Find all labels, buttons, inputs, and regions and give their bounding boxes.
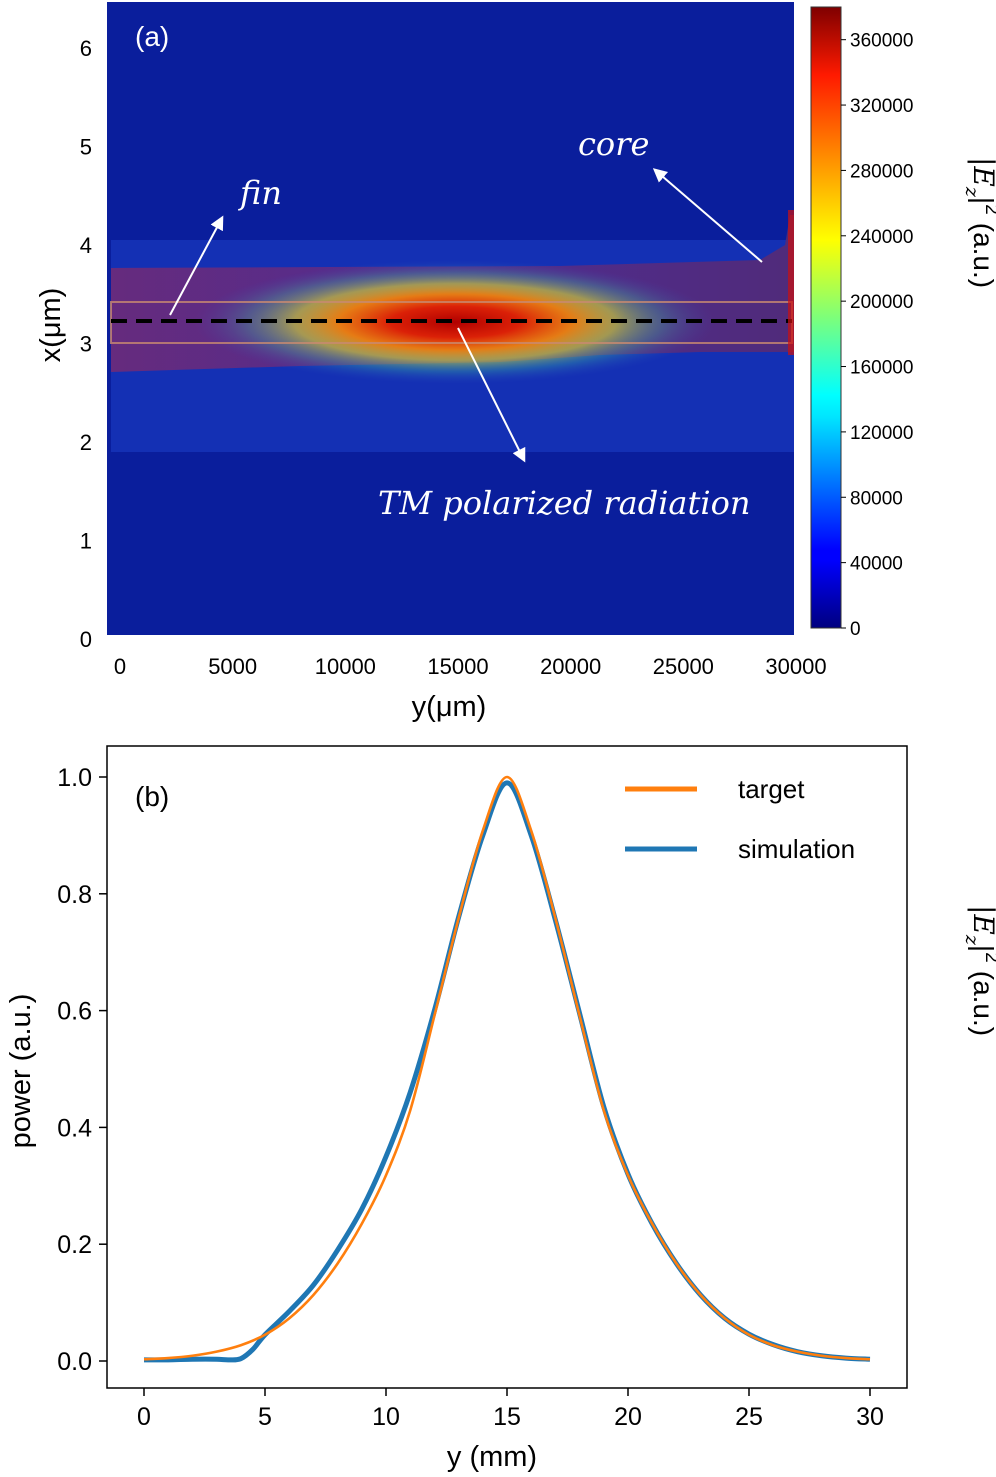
- cbl-unit: (a.u.): [968, 223, 996, 288]
- panel-a-label: (a): [135, 21, 169, 52]
- annotation-fin: fin: [238, 174, 282, 212]
- line-y-tick-label: 0.4: [57, 1114, 92, 1142]
- colorbar-tick-label: 240000: [850, 227, 913, 248]
- heatmap-y-tick-label: 6: [80, 36, 92, 61]
- cbl2-sup: 2: [981, 952, 996, 963]
- heatmap-x-tick-label: 15000: [427, 654, 488, 679]
- line-y-tick-label: 0.0: [57, 1348, 92, 1376]
- cbl-sup: 2: [981, 204, 996, 215]
- svg-text:|Ez|2(a.u.): |Ez|2(a.u.): [961, 905, 996, 1036]
- line-y-tick-label: 0.8: [57, 881, 92, 909]
- line-y-ticks: 0.0 0.2 0.4 0.6 0.8 1.0: [57, 764, 107, 1376]
- line-x-tick-label: 0: [137, 1403, 151, 1431]
- cbl2-unit: (a.u.): [968, 971, 996, 1036]
- line-x-tick-label: 25: [735, 1403, 763, 1431]
- heatmap-x-tick-label: 5000: [208, 654, 257, 679]
- heatmap-y-tick-label: 0: [80, 627, 92, 652]
- legend-label-target: target: [738, 774, 805, 804]
- colorbar-label-top: |Ez|2(a.u.): [961, 157, 996, 288]
- cbl-main: |E: [967, 157, 996, 187]
- heatmap-y-ticks: 0 1 2 3 4 5 6: [80, 36, 92, 652]
- annotation-tm: TM polarized radiation: [378, 484, 750, 522]
- colorbar-label-bottom: |Ez|2(a.u.): [961, 905, 996, 1036]
- line-y-tick-label: 0.2: [57, 1231, 92, 1259]
- line-x-tick-label: 5: [258, 1403, 272, 1431]
- line-x-tick-label: 15: [493, 1403, 521, 1431]
- annotation-core: core: [578, 125, 649, 163]
- cbl2-main: |E: [967, 905, 996, 935]
- heatmap-x-tick-label: 25000: [653, 654, 714, 679]
- heatmap-x-label: y(μm): [412, 691, 487, 723]
- colorbar-tick-label: 0: [850, 619, 861, 640]
- heatmap-x-tick-label: 30000: [765, 654, 826, 679]
- line-plot-frame: [106, 745, 908, 1389]
- line-x-ticks: 0 5 10 15 20 25 30: [137, 1388, 884, 1431]
- line-y-label: power (a.u.): [5, 994, 37, 1149]
- legend-label-simulation: simulation: [738, 834, 855, 864]
- svg-text:|Ez|2(a.u.): |Ez|2(a.u.): [961, 157, 996, 288]
- colorbar-tick-label: 200000: [850, 292, 913, 313]
- edge-strip: [788, 210, 794, 355]
- series-target-line: [143, 775, 871, 1361]
- heatmap-x-tick-label: 0: [114, 654, 126, 679]
- fin-arrow: [169, 215, 224, 316]
- cbl2-sub: z: [961, 934, 983, 946]
- line-y-tick-label: 0.6: [57, 998, 92, 1026]
- line-y-tick-label: 1.0: [57, 764, 92, 792]
- cbl-sub: z: [961, 186, 983, 198]
- colorbar-ticks: 0 40000 80000 120000 160000 200000 240000 28000…: [841, 31, 913, 640]
- core-arrow: [652, 168, 763, 263]
- heatmap-y-tick-label: 4: [80, 233, 92, 258]
- heatmap-x-ticks: 0 5000 10000 15000 20000 25000 30000: [114, 654, 827, 679]
- colorbar-tick-label: 360000: [850, 31, 913, 52]
- heatmap-y-tick-label: 3: [80, 332, 92, 357]
- line-x-tick-label: 30: [856, 1403, 884, 1431]
- colorbar-tick-label: 40000: [850, 554, 903, 575]
- colorbar-tick-label: 280000: [850, 161, 913, 182]
- heatmap-y-tick-label: 2: [80, 430, 92, 455]
- colorbar-tick-label: 160000: [850, 358, 913, 379]
- panel-a: (a) fin core TM polarized radiation 0 500…: [35, 2, 996, 723]
- heatmap-y-tick-label: 1: [80, 529, 92, 554]
- panel-b: (b) 0 5 10 15 20 25 30 0.0 0.2 0.4 0.6 0.8 1.0 targ…: [5, 745, 908, 1473]
- heatmap-y-tick-label: 5: [80, 135, 92, 160]
- line-series-group: [143, 775, 871, 1363]
- heatmap-x-tick-label: 20000: [540, 654, 601, 679]
- panel-b-label: (b): [135, 781, 169, 812]
- heatmap-x-tick-label: 10000: [315, 654, 376, 679]
- colorbar-tick-label: 320000: [850, 96, 913, 117]
- line-x-tick-label: 10: [372, 1403, 400, 1431]
- colorbar: [810, 6, 842, 629]
- line-x-label: y (mm): [447, 1441, 537, 1473]
- colorbar-tick-label: 80000: [850, 488, 903, 509]
- colorbar-tick-label: 120000: [850, 423, 913, 444]
- tm-arrow: [457, 327, 526, 463]
- field-hotspot: [195, 260, 715, 384]
- heatmap-y-label: x(μm): [35, 288, 67, 363]
- line-x-tick-label: 20: [614, 1403, 642, 1431]
